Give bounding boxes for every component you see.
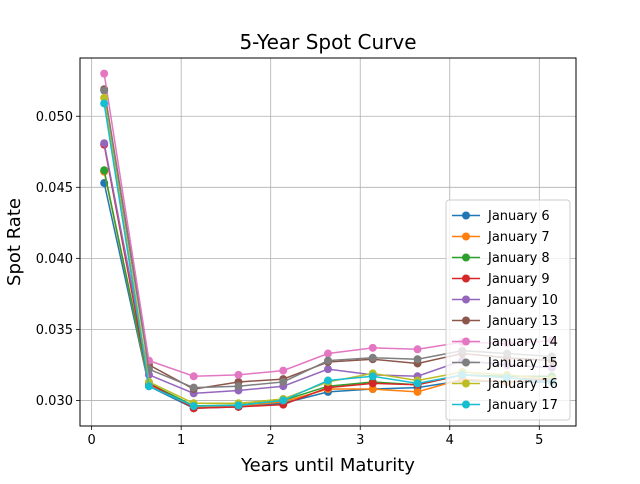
y-axis-label: Spot Rate xyxy=(4,198,25,286)
y-tick-label: 0.030 xyxy=(36,394,73,409)
data-point xyxy=(413,379,422,388)
legend-label: January 13 xyxy=(487,314,558,329)
legend: January 6 January 7 January 8 January 9 Janu… xyxy=(445,199,571,421)
data-point xyxy=(189,372,198,381)
y-tick-label: 0.035 xyxy=(36,323,73,338)
data-point xyxy=(324,376,332,385)
x-tick-label: 4 xyxy=(446,433,454,448)
data-point xyxy=(324,356,332,365)
data-point xyxy=(100,99,109,108)
legend-swatch-marker xyxy=(462,337,470,346)
data-point xyxy=(413,355,422,364)
legend-label: January 6 xyxy=(487,209,550,224)
data-point xyxy=(324,365,332,374)
data-point xyxy=(189,402,198,411)
legend-swatch-marker xyxy=(462,400,470,409)
legend-label: January 9 xyxy=(487,272,550,287)
data-point xyxy=(324,383,332,392)
data-point xyxy=(413,387,422,396)
legend-swatch-marker xyxy=(462,211,470,220)
data-point xyxy=(279,377,288,386)
data-point xyxy=(234,382,243,391)
data-point xyxy=(234,370,243,379)
x-tick-label: 3 xyxy=(356,433,364,448)
x-tick-label: 1 xyxy=(177,433,185,448)
data-point xyxy=(100,86,109,95)
data-point xyxy=(144,382,153,391)
data-point xyxy=(368,372,377,381)
legend-swatch-marker xyxy=(462,316,470,325)
x-tick-label: 2 xyxy=(267,433,275,448)
data-point xyxy=(189,383,198,392)
legend-swatch-marker xyxy=(462,358,470,367)
data-point xyxy=(234,401,243,410)
data-point xyxy=(100,69,109,78)
legend-label: January 7 xyxy=(487,230,550,245)
legend-swatch-marker xyxy=(462,253,470,262)
y-tick-label: 0.045 xyxy=(36,181,73,196)
data-point xyxy=(100,139,109,148)
legend-label: January 14 xyxy=(487,335,558,350)
x-tick-label: 5 xyxy=(535,433,543,448)
legend-label: January 10 xyxy=(487,293,558,308)
legend-label: January 16 xyxy=(487,377,558,392)
legend-swatch-marker xyxy=(462,379,470,388)
data-point xyxy=(413,345,422,354)
legend-swatch-marker xyxy=(462,295,470,304)
data-point xyxy=(100,166,109,175)
y-tick-label: 0.040 xyxy=(36,252,73,267)
data-point xyxy=(279,366,288,375)
legend-label: January 15 xyxy=(487,356,558,371)
chart-title: 5-Year Spot Curve xyxy=(239,30,416,54)
x-axis-label: Years until Maturity xyxy=(240,455,415,476)
ticks: 0 1 2 3 4 5 0.030 0.035 0.040 0.045 0.050 xyxy=(36,110,544,448)
x-tick-label: 0 xyxy=(87,433,95,448)
data-point xyxy=(368,385,377,394)
data-point xyxy=(368,343,377,352)
legend-box xyxy=(445,199,571,421)
grid xyxy=(80,58,576,426)
data-point xyxy=(100,93,109,102)
legend-label: January 8 xyxy=(487,251,550,266)
plot-frame xyxy=(79,57,577,427)
data-point xyxy=(368,353,377,362)
y-tick-label: 0.050 xyxy=(36,110,73,125)
legend-label: January 17 xyxy=(487,398,558,413)
data-point xyxy=(324,349,332,358)
data-point xyxy=(368,379,377,388)
data-point xyxy=(279,396,288,405)
legend-swatch-marker xyxy=(462,274,470,283)
legend-swatch-marker xyxy=(462,232,470,241)
